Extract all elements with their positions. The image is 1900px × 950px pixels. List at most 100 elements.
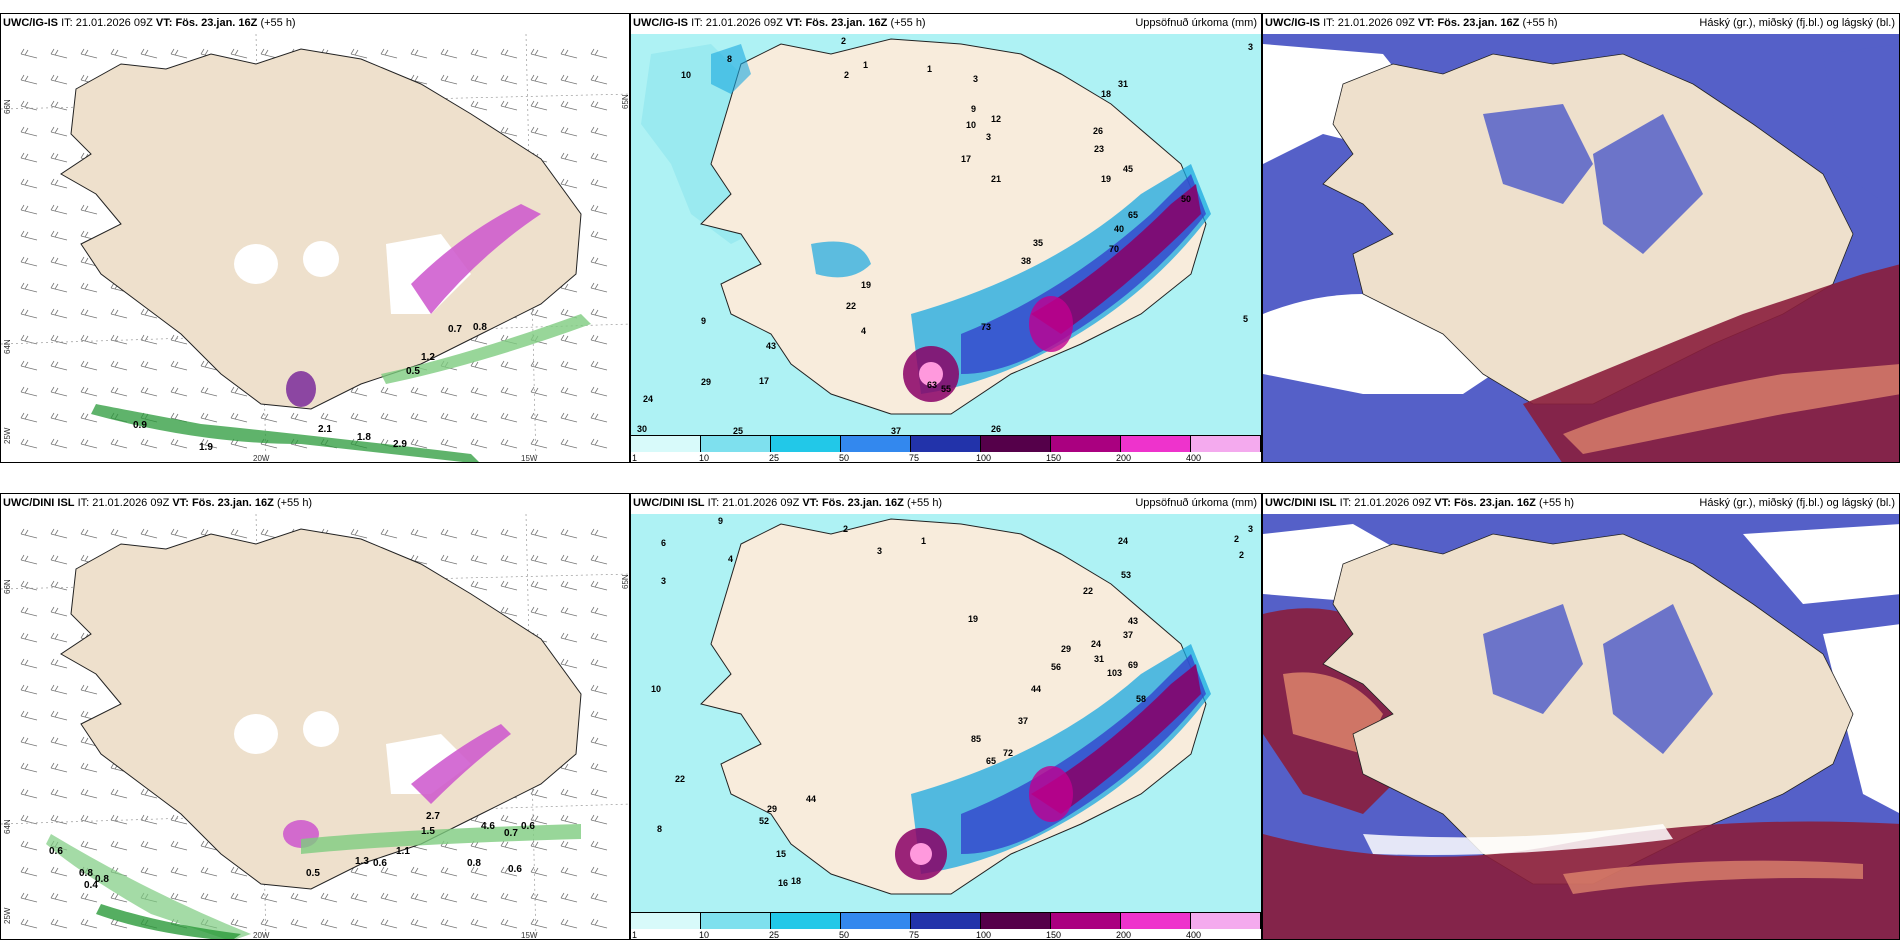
wind-barb: [140, 788, 158, 799]
wind-barb: [470, 580, 488, 591]
wind-barb: [500, 580, 518, 591]
wind-barb: [80, 684, 98, 695]
wind-barb: [50, 554, 68, 565]
wind-barb: [50, 762, 68, 773]
wind-barb: [140, 360, 158, 371]
wind-barb: [530, 892, 548, 903]
precip-label: 0.8: [95, 874, 109, 885]
wind-barb: [350, 412, 368, 423]
wind-barb: [500, 554, 518, 565]
wind-barb: [560, 892, 578, 903]
colorbar-tick: 1: [632, 453, 638, 463]
precip-value: 16: [778, 878, 789, 888]
precip-value: 37: [1123, 630, 1134, 640]
wind-barb: [470, 360, 488, 371]
wind-barb: [80, 892, 98, 903]
wind-barb: [80, 814, 98, 825]
wind-barb: [140, 840, 158, 851]
wind-barb: [80, 386, 98, 397]
precip-value: 22: [1083, 586, 1094, 596]
wind-barb: [500, 438, 518, 449]
wind-barb: [560, 360, 578, 371]
wind-barb: [590, 360, 608, 371]
wind-barb: [560, 178, 578, 189]
wind-barb: [20, 892, 38, 903]
precip-value: 45: [1123, 164, 1134, 174]
wind-barb: [140, 438, 158, 449]
precip-value: 2: [841, 36, 847, 46]
wind-barb: [530, 438, 548, 449]
lon-label-15w: 15W: [521, 931, 538, 940]
precip-value: 37: [1018, 716, 1029, 726]
wind-barb: [410, 386, 428, 397]
wind-map: [1, 33, 629, 462]
wind-barb: [230, 48, 248, 59]
wind-barb: [350, 528, 368, 539]
precip-label: 0.7: [448, 324, 462, 335]
wind-barb: [410, 918, 428, 929]
precip-value: 1: [863, 60, 869, 70]
panel-header: UWC/IG-IS IT: 21.01.2026 09Z VT: Fös. 23…: [3, 17, 296, 29]
precip-value: 55: [941, 384, 952, 394]
wind-barb: [110, 840, 128, 851]
wind-barb: [530, 386, 548, 397]
wind-barb: [80, 788, 98, 799]
wind-barb: [590, 178, 608, 189]
wind-barb: [20, 178, 38, 189]
wind-barb: [590, 840, 608, 851]
wind-barb: [20, 48, 38, 59]
precip-value: 21: [991, 174, 1002, 184]
wind-barb: [20, 814, 38, 825]
wind-barb: [50, 684, 68, 695]
wind-barb: [140, 866, 158, 877]
wind-barb: [50, 126, 68, 137]
wind-barb: [80, 736, 98, 747]
panel-right-title: Háský (gr.), miðský (fj.bl.) og lágský (…: [1699, 17, 1895, 29]
colorbar-tick: 150: [1046, 930, 1062, 940]
precip-value: 6: [661, 538, 667, 548]
wind-barb: [500, 48, 518, 59]
colorbar-tick: 25: [769, 930, 780, 940]
precip-value: 44: [806, 794, 817, 804]
precip-label: 0.6: [49, 846, 63, 857]
precip-value: 3: [877, 546, 883, 556]
wind-barb: [470, 554, 488, 565]
precip-label: 1.8: [357, 432, 371, 443]
wind-barb: [590, 866, 608, 877]
wind-barb: [590, 788, 608, 799]
precip-value: 70: [1109, 244, 1120, 254]
precip-value: 52: [759, 816, 770, 826]
wind-barb: [50, 100, 68, 111]
colorbar-tick: 25: [769, 453, 780, 463]
wind-barb: [20, 606, 38, 617]
wind-barb: [50, 438, 68, 449]
precip-value: 19: [1101, 174, 1112, 184]
panel-header: UWC/DINI ISL IT: 21.01.2026 09Z VT: Fös.…: [633, 497, 943, 509]
wind-barb: [560, 74, 578, 85]
wind-barb: [590, 918, 608, 929]
precip-value: 2: [1234, 534, 1240, 544]
precip-value: 58: [1136, 694, 1147, 704]
wind-barb: [20, 762, 38, 773]
precip-label: 0.7: [504, 828, 518, 839]
wind-barb: [410, 528, 428, 539]
precip-value: 17: [961, 154, 972, 164]
wind-barb: [530, 918, 548, 929]
precip-value: 24: [1118, 536, 1129, 546]
wind-barb: [260, 528, 278, 539]
wind-barb: [50, 918, 68, 929]
precip-value: 43: [1128, 616, 1139, 626]
wind-barb: [50, 308, 68, 319]
wind-barb: [350, 48, 368, 59]
wind-barb: [560, 580, 578, 591]
wind-barb: [140, 48, 158, 59]
precip-value: 9: [718, 516, 724, 526]
wind-barb: [50, 788, 68, 799]
wind-barb: [530, 74, 548, 85]
wind-barb: [20, 386, 38, 397]
wind-barb: [200, 438, 218, 449]
wind-barb: [110, 528, 128, 539]
wind-barb: [410, 892, 428, 903]
wind-barb: [440, 438, 458, 449]
wind-barb: [50, 814, 68, 825]
